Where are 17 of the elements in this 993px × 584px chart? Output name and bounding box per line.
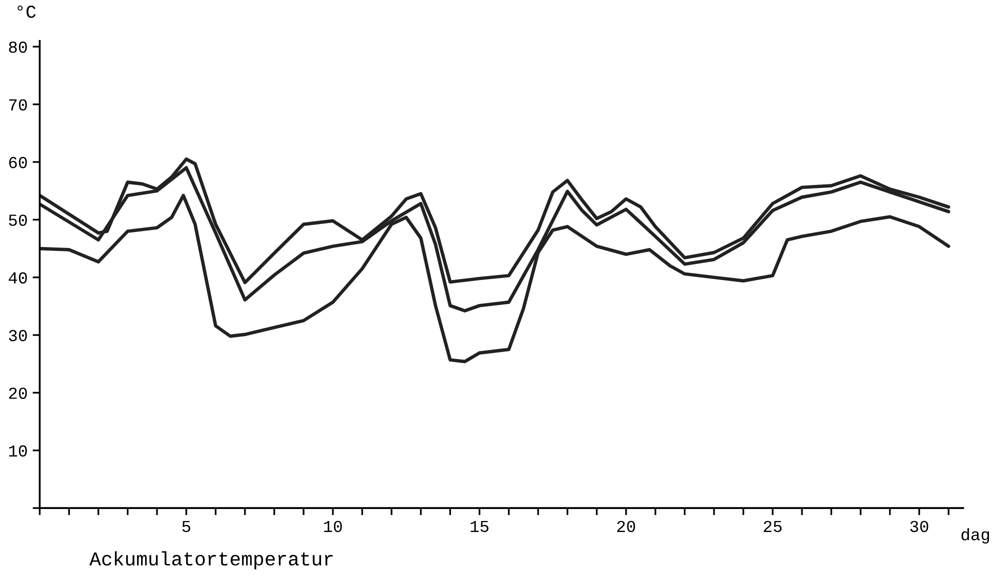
x-tick-label: 10 [324,520,342,532]
x-tick-label: 20 [617,520,636,532]
y-tick-label: 20 [9,388,27,399]
x-tick-label: 15 [470,520,488,532]
x-tick-label: 30 [910,520,928,532]
y-tick-label: 60 [9,156,27,168]
y-tick-label: 10 [9,445,27,457]
text: Ackumulatortemperatur [89,551,333,570]
y-axis-title: °C [18,6,36,18]
y-tick-label: 70 [9,99,27,111]
y-tick-label: 40 [8,272,27,284]
x-axis-title: dag [962,528,990,544]
x-tick-label: 5 [182,520,190,532]
y-tick-label: 80 [8,42,27,53]
x-tick-label: 25 [764,520,782,532]
y-tick-label: 50 [8,214,27,226]
y-tick-label: 30 [8,330,27,342]
